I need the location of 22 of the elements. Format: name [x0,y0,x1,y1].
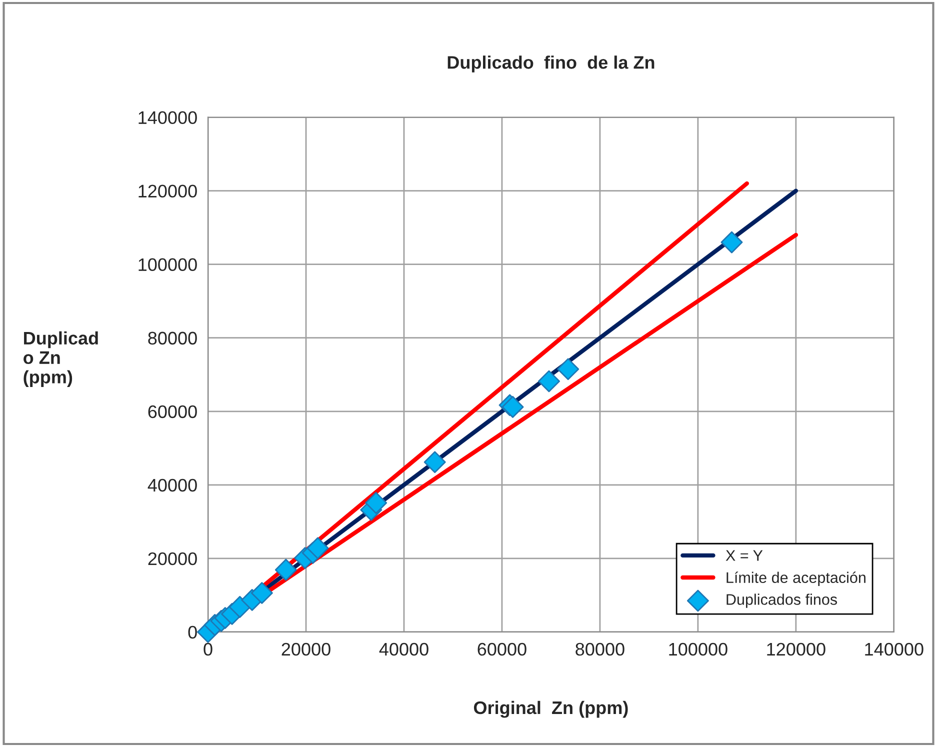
y-tick-label: 20000 [148,552,197,566]
x-tick-label: 80000 [576,642,624,656]
x-tick-label: 120000 [767,642,826,656]
x-tick-label: 140000 [865,642,924,656]
legend-label: Duplicados finos [726,594,838,608]
x-tick-label: 20000 [282,642,330,656]
y-axis-title: Duplicad o Zn (ppm) [24,331,98,388]
y-tick-label: 60000 [148,405,197,418]
y-tick-label: 140000 [138,111,197,124]
x-tick-label: 40000 [379,642,428,656]
x-axis-title: Original Zn (ppm) [474,700,628,718]
y-tick-label: 80000 [148,332,197,345]
chart-title: Duplicado fino de la Zn [448,56,654,72]
legend-label: X = Y [726,550,763,561]
legend-label: Límite de aceptación [726,572,866,586]
x-tick-label: 0 [204,642,212,656]
y-tick-label: 40000 [148,478,197,492]
x-tick-label: 60000 [478,642,526,656]
y-tick-label: 0 [188,626,197,639]
y-tick-label: 100000 [138,258,197,272]
x-tick-label: 100000 [669,642,728,656]
y-tick-label: 120000 [138,184,197,198]
